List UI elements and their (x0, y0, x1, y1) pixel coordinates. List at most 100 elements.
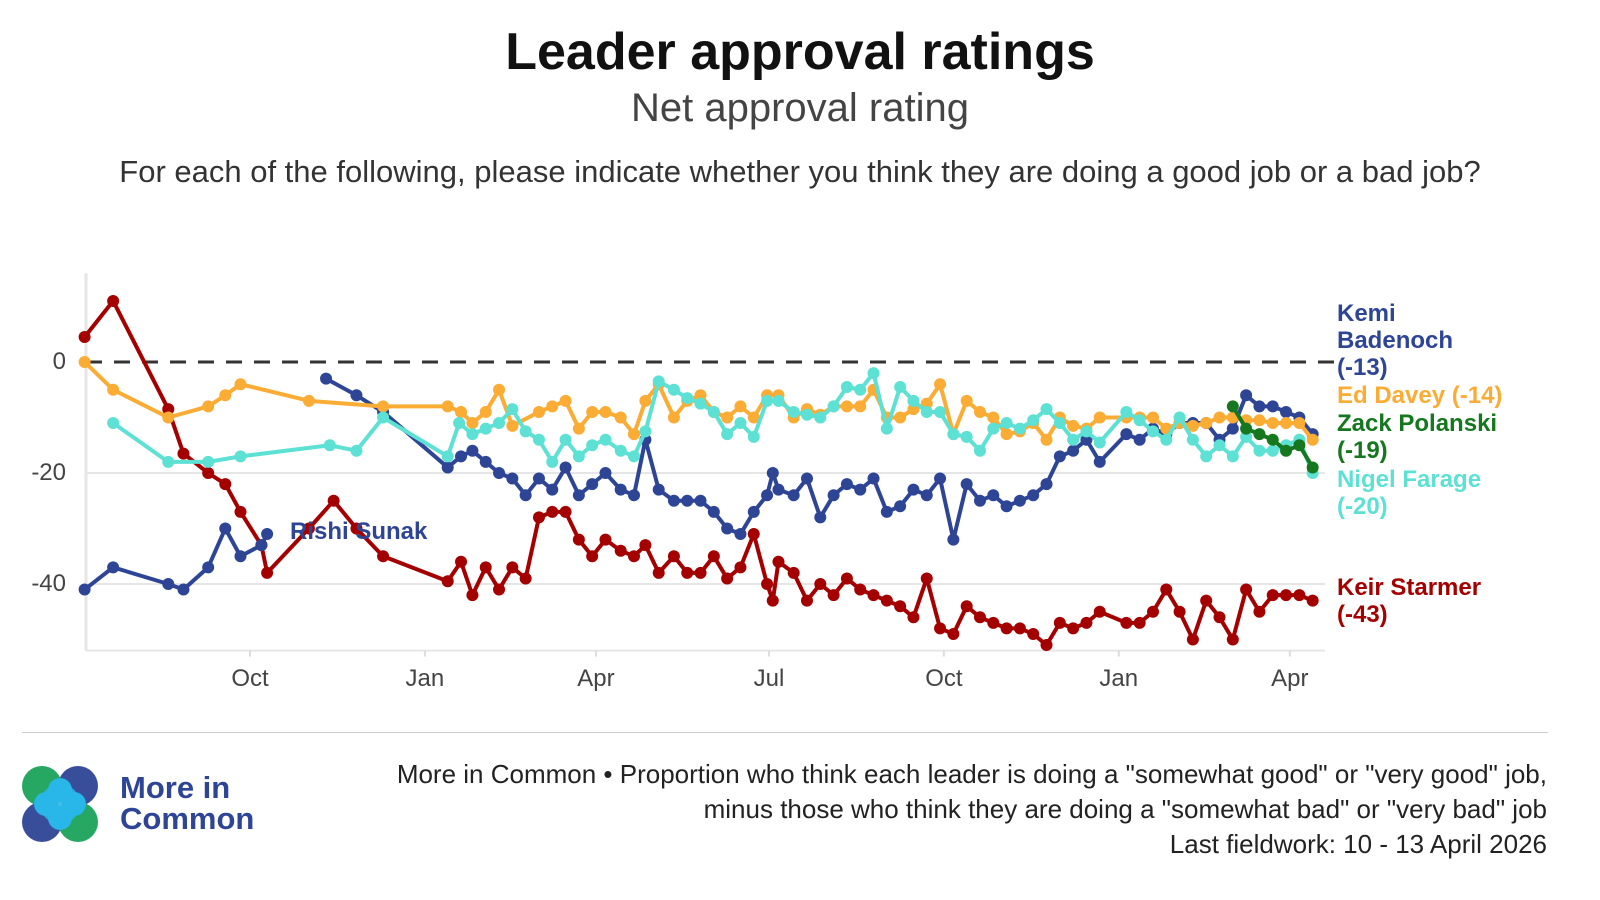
data-point-ed-davey (1280, 417, 1293, 430)
data-point-keir-starmer (854, 583, 867, 596)
data-point-kemi-badenoch (1266, 400, 1279, 413)
series-name: Kemi Badenoch (1337, 300, 1454, 354)
chart-title: Leader approval ratings (505, 23, 1095, 81)
data-point-keir-starmer (1013, 622, 1026, 635)
data-point-zack-polanski (1266, 433, 1279, 446)
data-point-keir-starmer (1200, 594, 1213, 607)
data-point-ed-davey (1146, 411, 1159, 424)
data-point-nigel-farage (614, 444, 627, 457)
data-point-ed-davey (734, 400, 747, 413)
data-point-rishi-sunak (107, 561, 120, 574)
survey-question: For each of the following, please indica… (119, 154, 1481, 189)
data-point-keir-starmer (519, 572, 532, 585)
data-point-ed-davey (1266, 417, 1279, 430)
series-name: Ed Davey (1337, 382, 1446, 409)
data-point-ed-davey (572, 422, 585, 435)
data-point-nigel-farage (1146, 425, 1159, 438)
data-point-ed-davey (466, 417, 479, 430)
data-point-keir-starmer (1280, 589, 1293, 602)
data-point-keir-starmer (1240, 583, 1253, 596)
data-point-ed-davey (960, 394, 973, 407)
data-point-ed-davey (1200, 417, 1213, 430)
data-point-keir-starmer (234, 505, 247, 518)
series-label-keir-starmer: Keir Starmer (-43) (1337, 574, 1481, 628)
data-point-ed-davey (162, 411, 175, 424)
series-label-zack-polanski: Zack Polanski (-19) (1337, 410, 1497, 464)
data-point-kemi-badenoch (694, 494, 707, 507)
data-point-keir-starmer (667, 550, 680, 563)
data-point-keir-starmer (466, 589, 479, 602)
footer-note: More in Common • Proportion who think ea… (367, 757, 1547, 862)
data-point-keir-starmer (1266, 589, 1279, 602)
data-point-keir-starmer (162, 403, 175, 416)
x-tick-label: Jan (1099, 664, 1139, 692)
data-point-nigel-farage (907, 394, 920, 407)
data-point-ed-davey (302, 394, 315, 407)
data-point-ed-davey (219, 389, 232, 402)
data-point-keir-starmer (1133, 616, 1146, 629)
x-tick-label: Jul (753, 664, 785, 692)
data-point-ed-davey (202, 400, 215, 413)
data-point-ed-davey (1213, 411, 1226, 424)
data-point-kemi-badenoch (766, 467, 779, 479)
data-point-ed-davey (559, 394, 572, 407)
data-point-keir-starmer (1093, 605, 1106, 618)
data-point-nigel-farage (1013, 422, 1026, 435)
data-point-nigel-farage (1266, 444, 1279, 457)
data-point-kemi-badenoch (840, 478, 853, 491)
x-tick-label: Oct (925, 664, 963, 692)
series-name: Keir Starmer (1337, 574, 1482, 601)
data-point-rishi-sunak (219, 522, 232, 535)
data-point-kemi-badenoch (350, 389, 363, 402)
data-point-ed-davey (441, 400, 454, 413)
data-point-nigel-farage (800, 408, 813, 421)
data-point-kemi-badenoch (772, 483, 785, 496)
data-point-nigel-farage (350, 444, 363, 457)
data-point-nigel-farage (1226, 450, 1239, 463)
logo-text-line2: Common (120, 801, 255, 836)
data-point-ed-davey (614, 411, 627, 424)
data-point-rishi-sunak (78, 583, 91, 596)
data-point-nigel-farage (747, 430, 760, 443)
data-point-kemi-badenoch (1013, 494, 1026, 507)
data-point-zack-polanski (1306, 461, 1319, 474)
data-point-nigel-farage (840, 380, 853, 393)
data-point-kemi-badenoch (1080, 433, 1093, 446)
data-point-ed-davey (667, 411, 680, 424)
data-point-zack-polanski (1293, 439, 1306, 452)
data-point-keir-starmer (1040, 639, 1053, 652)
data-point-nigel-farage (1000, 417, 1013, 430)
data-point-keir-starmer (1080, 616, 1093, 629)
data-point-keir-starmer (987, 616, 1000, 629)
data-point-kemi-badenoch (907, 483, 920, 496)
data-point-rishi-sunak (162, 578, 175, 590)
data-point-nigel-farage (202, 455, 215, 468)
data-point-nigel-farage (506, 403, 519, 416)
data-point-kemi-badenoch (1280, 405, 1293, 418)
data-point-kemi-badenoch (1240, 389, 1253, 402)
data-point-nigel-farage (519, 425, 532, 438)
data-point-zack-polanski (1280, 444, 1293, 457)
data-point-kemi-badenoch (1067, 444, 1080, 457)
data-point-kemi-badenoch (920, 489, 933, 502)
data-point-nigel-farage (947, 428, 960, 441)
data-point-keir-starmer (559, 505, 572, 518)
data-point-ed-davey (973, 405, 986, 418)
data-point-nigel-farage (639, 425, 652, 438)
data-point-nigel-farage (934, 405, 947, 418)
data-point-nigel-farage (532, 433, 545, 446)
series-line-nigel-farage (111, 371, 1315, 474)
data-point-keir-starmer (947, 627, 960, 640)
data-point-kemi-badenoch (493, 467, 506, 479)
data-point-kemi-badenoch (787, 489, 800, 502)
data-point-nigel-farage (1053, 417, 1066, 430)
data-point-keir-starmer (694, 566, 707, 579)
data-point-keir-starmer (441, 575, 454, 588)
data-point-nigel-farage (894, 380, 907, 393)
data-point-ed-davey (599, 405, 612, 418)
series-end-value: (-13) (1337, 354, 1388, 381)
data-point-nigel-farage (652, 375, 665, 388)
data-point-nigel-farage (1240, 430, 1253, 443)
data-point-keir-starmer (546, 505, 559, 518)
data-point-nigel-farage (323, 439, 336, 452)
